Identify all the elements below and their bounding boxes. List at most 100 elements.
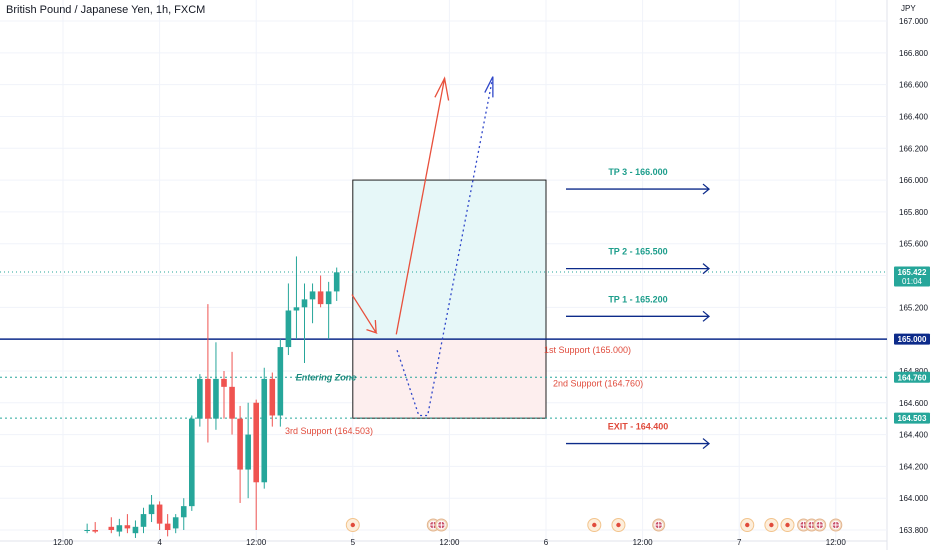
candle-body <box>325 291 332 305</box>
price-tick-label: 165.600 <box>899 240 928 249</box>
projected-path-dotted-head <box>484 76 494 98</box>
candle-body <box>245 434 251 470</box>
price-tick-label: 164.600 <box>899 399 928 408</box>
candle <box>245 402 251 499</box>
time-tick-label: 12:00 <box>826 538 847 547</box>
candle <box>84 523 90 534</box>
candle <box>237 405 243 503</box>
economic-event-icon[interactable] <box>345 518 360 532</box>
candle-body <box>116 525 123 532</box>
target-arrow[interactable] <box>566 183 711 195</box>
candle <box>172 514 179 534</box>
flag-event-icon[interactable] <box>434 518 448 532</box>
candle <box>108 517 115 534</box>
flag-event-icon[interactable] <box>652 518 666 532</box>
time-tick-label: 5 <box>351 538 356 547</box>
candle-body <box>237 418 243 470</box>
candle <box>116 518 123 537</box>
price-tick-label: 166.000 <box>899 176 928 185</box>
position-box[interactable] <box>352 179 547 419</box>
candle <box>261 367 268 489</box>
candle <box>205 304 211 443</box>
projected-path-red-head <box>434 76 450 101</box>
price-tag: 165.000 <box>894 333 930 345</box>
candle-body <box>253 402 259 483</box>
tp1-label: TP 1 - 165.200 <box>608 294 667 304</box>
time-tick-label: 12:00 <box>633 538 654 547</box>
currency-label: JPY <box>901 4 916 13</box>
price-tag-value: 165.000 <box>898 335 927 344</box>
candle <box>132 520 139 538</box>
candle-body <box>92 530 98 532</box>
price-tag: 164.760 <box>894 371 930 383</box>
candle-body <box>189 418 195 507</box>
economic-event-icon[interactable] <box>764 518 779 532</box>
price-tag-value: 165.422 <box>898 268 927 277</box>
projection-arrows[interactable] <box>351 76 494 417</box>
candle <box>269 372 276 427</box>
candle <box>140 507 147 534</box>
candle-body <box>156 504 163 524</box>
candle <box>197 374 203 427</box>
candle-body <box>229 386 235 419</box>
price-tag: 164.503 <box>894 412 930 424</box>
flag-event-icon[interactable] <box>829 518 843 532</box>
projected-path-dotted[interactable] <box>396 76 494 417</box>
time-tick-label: :00 <box>0 538 1 547</box>
projected-path-red[interactable] <box>395 78 446 335</box>
candle <box>277 339 284 427</box>
target-arrow[interactable] <box>566 263 711 275</box>
economic-event-icon[interactable] <box>780 518 795 532</box>
economic-event-icon[interactable] <box>587 518 602 532</box>
economic-event-icon[interactable] <box>740 518 755 532</box>
price-tag-value: 164.760 <box>898 373 927 382</box>
price-tag-countdown: 01:04 <box>902 277 923 286</box>
entering-zone-label: Entering Zone <box>296 372 357 382</box>
exit-label: EXIT - 164.400 <box>608 422 669 432</box>
candle-body <box>213 378 219 419</box>
candle <box>156 501 163 530</box>
candle <box>253 399 259 530</box>
flag-event-icon[interactable] <box>813 518 827 532</box>
candle-body <box>269 378 276 416</box>
candle <box>325 281 332 340</box>
candle-body <box>124 525 131 529</box>
time-tick-label: 4 <box>157 538 162 547</box>
profit-zone <box>352 180 546 340</box>
price-tick-label: 166.400 <box>899 112 928 121</box>
loss-zone <box>352 339 546 419</box>
time-axis[interactable]: :00 12:00 4 12:00 5 12:00 6 12:00 7 12:00 <box>0 538 846 547</box>
candle <box>317 275 324 308</box>
candle <box>213 342 219 430</box>
candle <box>309 283 316 324</box>
candle-body <box>164 523 171 530</box>
price-tick-label: 165.200 <box>899 303 928 312</box>
tp2-label: TP 2 - 165.500 <box>608 247 667 257</box>
candle-body <box>333 272 340 292</box>
target-arrow[interactable] <box>566 438 711 450</box>
target-arrow[interactable] <box>566 310 711 322</box>
horizontal-lines <box>0 271 887 419</box>
position-box-outline[interactable] <box>352 179 547 419</box>
price-tick-label: 164.400 <box>899 431 928 440</box>
time-tick-label: 6 <box>544 538 549 547</box>
target-arrows[interactable] <box>566 183 711 450</box>
candle-body <box>205 378 211 419</box>
candle-body <box>148 504 155 515</box>
candle <box>285 283 292 356</box>
candle-body <box>261 378 268 483</box>
price-tag-value: 164.503 <box>898 414 927 423</box>
time-tick-label: 12:00 <box>53 538 74 547</box>
price-tick-label: 166.800 <box>899 49 928 58</box>
price-tick-label: 164.200 <box>899 462 928 471</box>
candle <box>229 351 235 435</box>
entry-arrow-red <box>351 294 378 334</box>
candle <box>333 267 340 301</box>
event-markers[interactable] <box>345 518 843 532</box>
economic-event-icon[interactable] <box>611 518 626 532</box>
candle <box>189 415 195 511</box>
candle-body <box>309 291 316 300</box>
